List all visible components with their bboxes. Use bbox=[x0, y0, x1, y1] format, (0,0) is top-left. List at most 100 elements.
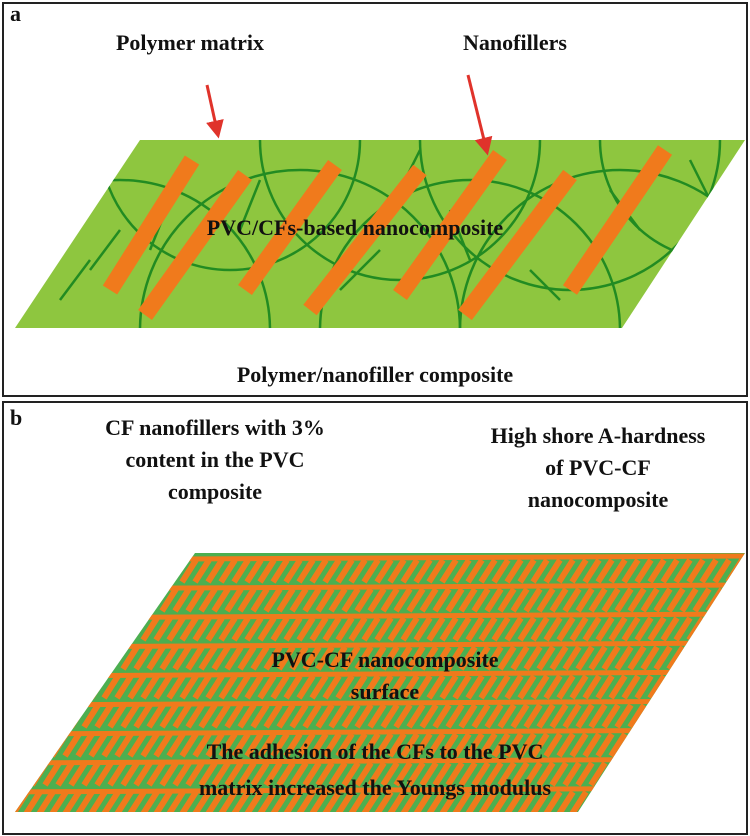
fiber bbox=[6, 763, 20, 785]
center-label: PVC-CF nanocomposite bbox=[271, 647, 498, 672]
fiber bbox=[13, 618, 27, 640]
fiber bbox=[689, 792, 703, 814]
fiber bbox=[650, 734, 664, 756]
fiber bbox=[734, 589, 748, 611]
fiber bbox=[728, 618, 742, 640]
panel-label: a bbox=[10, 1, 21, 26]
fiber bbox=[143, 560, 157, 582]
fiber bbox=[71, 589, 85, 611]
fiber bbox=[721, 763, 735, 785]
fiber bbox=[6, 589, 20, 611]
fiber bbox=[91, 560, 105, 582]
center-label: surface bbox=[351, 679, 420, 704]
fiber bbox=[676, 676, 690, 698]
fiber bbox=[598, 792, 612, 814]
arrow bbox=[207, 85, 218, 135]
fiber bbox=[58, 705, 72, 727]
fiber bbox=[708, 647, 722, 669]
fiber bbox=[741, 792, 750, 814]
fiber bbox=[695, 647, 709, 669]
fiber bbox=[19, 589, 33, 611]
fiber bbox=[637, 734, 651, 756]
fiber bbox=[702, 734, 716, 756]
fiber bbox=[715, 734, 729, 756]
fiber bbox=[734, 705, 748, 727]
fiber bbox=[6, 647, 20, 669]
fiber bbox=[97, 589, 111, 611]
caption: Polymer/nanofiller composite bbox=[237, 362, 514, 387]
fiber bbox=[741, 676, 750, 698]
fiber bbox=[78, 560, 92, 582]
fiber bbox=[78, 676, 92, 698]
fiber bbox=[617, 763, 631, 785]
fiber bbox=[97, 647, 111, 669]
fiber bbox=[682, 647, 696, 669]
fiber bbox=[71, 647, 85, 669]
fiber bbox=[669, 705, 683, 727]
note: High shore A-hardness bbox=[491, 423, 706, 448]
fiber bbox=[728, 676, 742, 698]
fiber bbox=[39, 560, 53, 582]
fiber bbox=[728, 734, 742, 756]
fiber bbox=[656, 705, 670, 727]
fiber bbox=[52, 560, 66, 582]
fiber bbox=[65, 560, 79, 582]
caption: The adhesion of the CFs to the PVC bbox=[207, 739, 544, 764]
fiber bbox=[91, 618, 105, 640]
fiber bbox=[39, 676, 53, 698]
fiber bbox=[676, 734, 690, 756]
fiber bbox=[65, 618, 79, 640]
fiber bbox=[721, 705, 735, 727]
fiber bbox=[676, 792, 690, 814]
fiber bbox=[32, 647, 46, 669]
fiber bbox=[13, 734, 27, 756]
fiber bbox=[19, 763, 33, 785]
fiber bbox=[26, 676, 40, 698]
figure: a Polymer matrix Nanofillers PVC/CFs-bas… bbox=[0, 0, 750, 836]
fiber bbox=[734, 647, 748, 669]
fiber bbox=[728, 792, 742, 814]
fiber bbox=[715, 618, 729, 640]
fiber bbox=[624, 792, 638, 814]
fiber bbox=[19, 647, 33, 669]
fiber bbox=[26, 560, 40, 582]
fiber bbox=[78, 618, 92, 640]
fiber bbox=[741, 734, 750, 756]
caption: matrix increased the Youngs modulus bbox=[199, 775, 551, 800]
fiber bbox=[663, 676, 677, 698]
callout: Nanofillers bbox=[463, 30, 567, 55]
fiber bbox=[630, 763, 644, 785]
fiber bbox=[695, 763, 709, 785]
note: content in the PVC bbox=[125, 447, 304, 472]
fiber bbox=[6, 705, 20, 727]
fiber bbox=[695, 705, 709, 727]
fiber bbox=[156, 560, 170, 582]
fiber bbox=[39, 618, 53, 640]
fiber bbox=[110, 589, 124, 611]
note: nanocomposite bbox=[528, 487, 669, 512]
fiber bbox=[663, 734, 677, 756]
fiber bbox=[84, 589, 98, 611]
fiber bbox=[715, 676, 729, 698]
fiber bbox=[45, 705, 59, 727]
fiber bbox=[52, 618, 66, 640]
fiber bbox=[58, 589, 72, 611]
center-label: PVC/CFs-based nanocomposite bbox=[207, 215, 504, 240]
fiber bbox=[58, 647, 72, 669]
fiber bbox=[13, 676, 27, 698]
fiber bbox=[656, 763, 670, 785]
fiber bbox=[708, 705, 722, 727]
fiber bbox=[117, 618, 131, 640]
fiber bbox=[104, 560, 118, 582]
fiber bbox=[123, 589, 137, 611]
fiber bbox=[637, 792, 651, 814]
fiber bbox=[702, 676, 716, 698]
fiber bbox=[715, 792, 729, 814]
note: composite bbox=[168, 479, 262, 504]
fiber bbox=[136, 589, 150, 611]
fiber bbox=[741, 618, 750, 640]
fiber bbox=[611, 792, 625, 814]
fiber bbox=[663, 792, 677, 814]
note: CF nanofillers with 3% bbox=[105, 415, 325, 440]
fiber bbox=[650, 792, 664, 814]
